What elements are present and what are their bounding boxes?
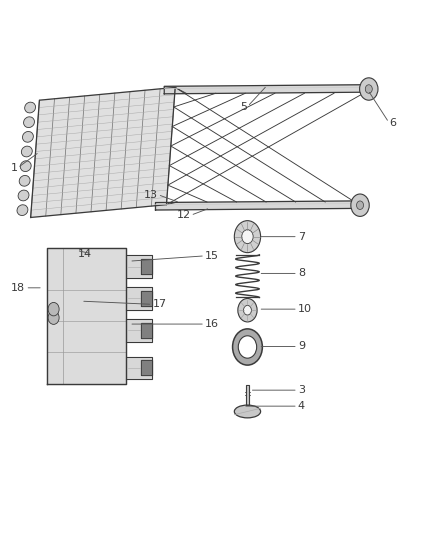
Circle shape <box>48 311 59 325</box>
Text: 6: 6 <box>389 118 396 127</box>
Text: 1: 1 <box>11 163 18 173</box>
Ellipse shape <box>20 161 31 172</box>
Circle shape <box>360 78 378 100</box>
Text: 5: 5 <box>240 102 247 111</box>
Ellipse shape <box>21 146 32 157</box>
Circle shape <box>357 201 364 209</box>
Polygon shape <box>141 360 152 375</box>
Polygon shape <box>126 357 152 379</box>
Circle shape <box>238 336 257 358</box>
Ellipse shape <box>19 175 30 186</box>
Polygon shape <box>155 201 355 210</box>
Polygon shape <box>126 255 152 278</box>
Ellipse shape <box>24 117 35 127</box>
Text: 4: 4 <box>298 401 305 411</box>
Ellipse shape <box>234 405 261 418</box>
Circle shape <box>244 305 251 315</box>
Text: 10: 10 <box>298 304 312 314</box>
Circle shape <box>233 329 262 365</box>
Polygon shape <box>141 323 152 338</box>
Ellipse shape <box>22 132 33 142</box>
Polygon shape <box>126 319 152 342</box>
Text: 17: 17 <box>152 300 166 309</box>
Text: 13: 13 <box>144 190 158 199</box>
Polygon shape <box>141 291 152 306</box>
Circle shape <box>351 194 369 216</box>
Ellipse shape <box>18 190 29 201</box>
Ellipse shape <box>25 102 35 113</box>
Polygon shape <box>47 248 126 384</box>
Text: 3: 3 <box>298 385 305 395</box>
Polygon shape <box>246 385 249 405</box>
Text: 7: 7 <box>298 232 305 241</box>
Circle shape <box>238 298 257 322</box>
Polygon shape <box>31 87 175 217</box>
Text: 16: 16 <box>205 319 219 329</box>
Text: 15: 15 <box>205 251 219 261</box>
Text: 8: 8 <box>298 269 305 278</box>
Circle shape <box>365 85 372 93</box>
Polygon shape <box>164 85 364 94</box>
Text: 14: 14 <box>78 249 92 259</box>
Text: 18: 18 <box>11 283 25 293</box>
Circle shape <box>48 302 59 316</box>
Ellipse shape <box>17 205 28 215</box>
Polygon shape <box>126 287 152 310</box>
Circle shape <box>234 221 261 253</box>
Text: 12: 12 <box>177 211 191 220</box>
Polygon shape <box>141 259 152 274</box>
Circle shape <box>242 230 253 244</box>
Text: 9: 9 <box>298 342 305 351</box>
